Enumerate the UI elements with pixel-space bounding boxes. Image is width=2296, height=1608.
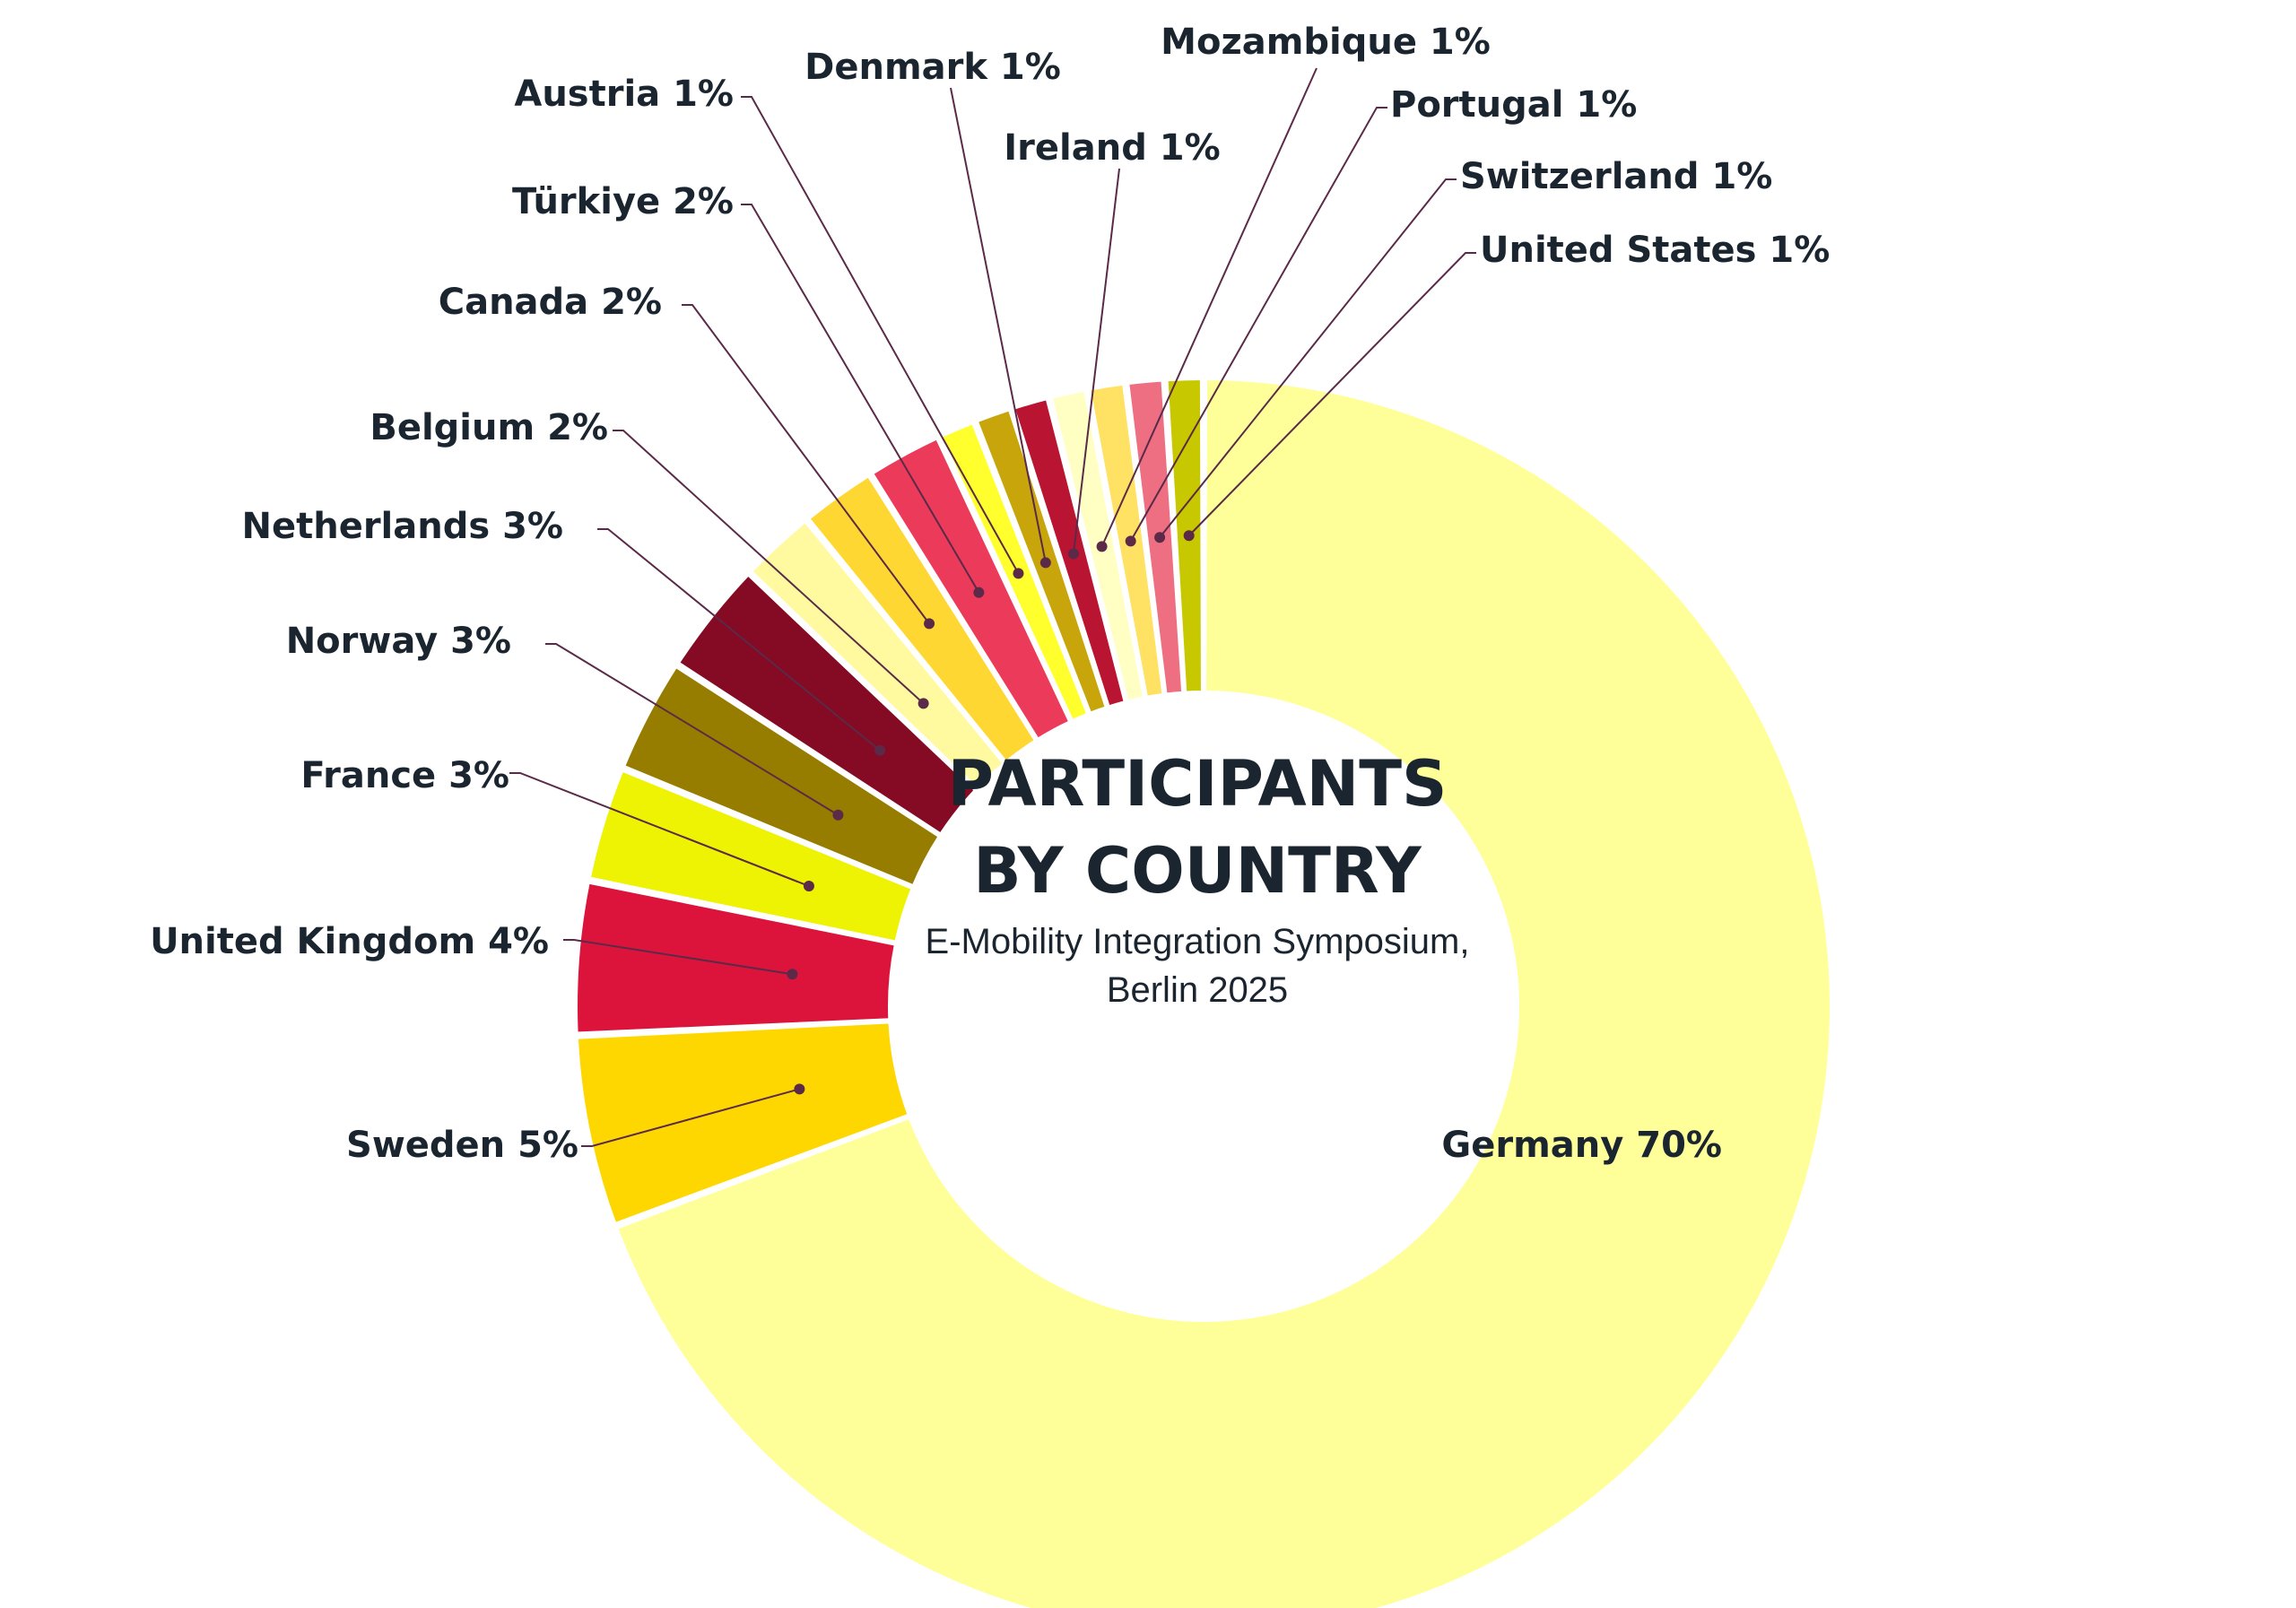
- leader-line-sweden: [581, 1088, 800, 1147]
- slice-united-kingdom: [574, 880, 899, 1036]
- slice-label-united-kingdom: United Kingdom 4%: [150, 921, 549, 962]
- leader-line-france: [509, 772, 810, 887]
- slice-t-rkiye: [869, 435, 1074, 743]
- leader-lines: [509, 67, 1476, 1147]
- leader-dot-belgium: [918, 698, 929, 709]
- leader-dot-france: [803, 881, 814, 892]
- chart-title-line-2: BY COUNTRY: [973, 834, 1422, 908]
- leader-line-mozambique: [1100, 67, 1318, 547]
- leader-line-denmark: [950, 87, 1047, 563]
- slice-germany: [613, 376, 1833, 1608]
- slice-label-united-states: United States 1%: [1480, 230, 1830, 271]
- leader-dot-switzerland: [1154, 532, 1166, 543]
- slice-label-germany: Germany 70%: [1441, 1125, 1722, 1166]
- slice-norway: [621, 664, 943, 889]
- slice-netherlands: [675, 571, 978, 838]
- leader-dot-portugal: [1125, 535, 1136, 547]
- leader-dot-norway: [832, 809, 844, 821]
- leader-line-portugal: [1129, 107, 1387, 542]
- slice-france: [587, 767, 916, 945]
- chart-subtitle-line-1: E-Mobility Integration Symposium,: [926, 922, 1470, 961]
- leader-line-ireland: [1072, 168, 1120, 554]
- slice-label-denmark: Denmark 1%: [804, 47, 1061, 88]
- chart-title-line-1: PARTICIPANTS: [948, 747, 1448, 821]
- slice-label-t-rkiye: Türkiye 2%: [512, 181, 734, 222]
- chart-subtitle-line-2: Berlin 2025: [1107, 970, 1288, 1010]
- leader-dot-austria: [1013, 568, 1024, 579]
- slice-label-ireland: Ireland 1%: [1004, 127, 1220, 169]
- leader-line-norway: [545, 643, 839, 816]
- leader-dot-denmark: [1039, 557, 1051, 569]
- slice-labels: Germany 70% Sweden 5% United Kingdom 4% Fra…: [150, 22, 1830, 1166]
- slice-belgium: [748, 518, 1007, 792]
- center-text: PARTICIPANTS BY COUNTRY E-Mobility Integ…: [926, 747, 1470, 1010]
- leader-line-switzerland: [1159, 178, 1457, 538]
- leader-dot-united-kingdom: [787, 969, 798, 980]
- slice-label-switzerland: Switzerland 1%: [1460, 156, 1772, 197]
- slice-sweden: [574, 1020, 912, 1227]
- leader-dot-t-rkiye: [973, 587, 985, 598]
- slice-label-mozambique: Mozambique 1%: [1161, 22, 1491, 63]
- leader-line-united-kingdom: [563, 939, 793, 976]
- slice-label-portugal: Portugal 1%: [1390, 84, 1637, 126]
- leader-line-united-states: [1187, 252, 1476, 536]
- slice-label-france: France 3%: [300, 755, 509, 796]
- slice-label-sweden: Sweden 5%: [346, 1125, 578, 1166]
- leader-dot-united-states: [1183, 530, 1195, 542]
- leader-line-belgium: [613, 430, 925, 705]
- slice-label-canada: Canada 2%: [439, 282, 662, 323]
- leader-line-austria: [741, 96, 1020, 574]
- leader-line-canada: [682, 304, 930, 624]
- leader-dot-mozambique: [1096, 541, 1108, 552]
- leader-line-t-rkiye: [741, 204, 980, 594]
- slice-canada: [805, 473, 1039, 765]
- leader-dot-netherlands: [874, 744, 886, 756]
- slice-label-belgium: Belgium 2%: [370, 407, 608, 448]
- leader-line-netherlands: [597, 528, 881, 752]
- slice-label-norway: Norway 3%: [286, 621, 511, 662]
- leader-dot-canada: [924, 618, 935, 630]
- leader-dot-sweden: [794, 1083, 805, 1095]
- leader-dot-ireland: [1067, 548, 1079, 560]
- slice-label-netherlands: Netherlands 3%: [241, 506, 563, 547]
- slice-label-austria: Austria 1%: [514, 74, 734, 115]
